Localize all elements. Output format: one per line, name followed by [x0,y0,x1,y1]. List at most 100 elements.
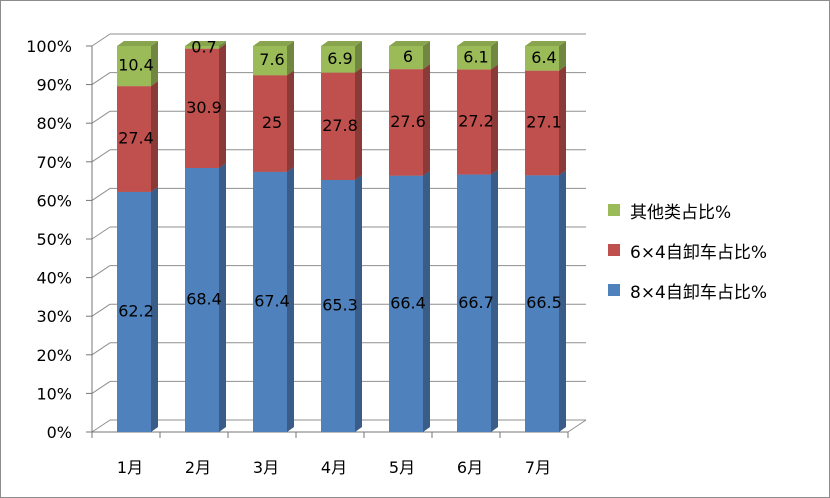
data-label: 66.5 [526,293,562,312]
bar-side [491,169,498,432]
y-gridline-depth [91,303,111,317]
y-tick-label: 40% [36,269,72,288]
bar-side [491,64,498,175]
floor-depth-line [567,419,587,433]
data-label: 27.8 [322,116,358,135]
bar-side [287,70,294,172]
bar-side [559,170,566,432]
bar-side [423,170,430,433]
y-gridline-depth [91,33,111,47]
bar-side [423,64,430,176]
data-label: 6.9 [327,49,352,68]
bar-segment [253,171,287,432]
bar-top [321,41,362,46]
y-tick-label: 0% [47,423,72,442]
data-label: 10.4 [118,56,154,75]
bar-segment [457,174,491,432]
bar-segment [389,175,423,433]
x-tick-label: 1月 [117,458,143,477]
bar-segment [117,46,151,87]
y-tick-label: 50% [36,230,72,249]
legend: 其他类占比% 6×4自卸车占比% 8×4自卸车占比% [608,190,818,310]
bar-top [389,41,430,46]
y-tick-label: 100% [26,37,72,56]
bar-side [355,41,362,73]
data-label: 67.4 [254,291,290,310]
bar-side [151,186,158,432]
bar-top [525,41,566,46]
legend-swatch-8x4 [608,284,620,296]
bar-segment [117,191,151,432]
y-tick-label: 20% [36,346,72,365]
bar-side [219,41,226,49]
bar-side [219,162,226,432]
bars-layer [117,41,566,433]
legend-item-6x4: 6×4自卸车占比% [608,230,818,270]
bar-side [151,81,158,192]
legend-label-6x4: 6×4自卸车占比% [630,242,768,263]
bar-segment [525,70,559,176]
bar-top [457,41,498,46]
y-tick-label: 60% [36,191,72,210]
x-tick-label: 7月 [525,458,551,477]
data-label: 27.6 [390,112,426,131]
legend-swatch-other [608,204,620,216]
x-tick-label: 5月 [389,458,415,477]
bar-top [185,41,226,46]
bar-segment [525,46,559,71]
x-tick-label: 6月 [457,458,483,477]
y-gridline-depth [91,380,111,394]
y-gridline-depth [91,110,111,124]
y-gridline-depth [91,149,111,163]
bar-side [559,65,566,176]
y-gridline-depth [91,342,111,356]
bar-top [117,41,158,46]
data-label: 27.1 [526,113,562,132]
bar-segment [253,75,287,172]
bar-segment [457,46,491,70]
bar-segment [457,69,491,175]
legend-label-other: 其他类占比% [630,202,732,223]
bar-segment [389,46,423,70]
data-label: 65.3 [322,295,358,314]
x-tick-label: 2月 [185,458,211,477]
data-label: 66.4 [390,293,426,312]
x-tick-label: 4月 [321,458,347,477]
bar-segment [185,48,219,168]
y-tick-label: 30% [36,307,72,326]
bar-side [219,43,226,168]
bar-segment [185,167,219,432]
legend-swatch-6x4 [608,244,620,256]
y-gridline-depth [91,187,111,201]
bar-side [355,174,362,432]
y-tick-label: 90% [36,76,72,95]
y-gridline-depth [91,265,111,279]
data-label: 62.2 [118,301,154,320]
bar-segment [525,175,559,432]
x-tick-label: 3月 [253,458,279,477]
data-label: 30.9 [186,98,222,117]
bar-side [559,41,566,71]
data-label: 7.6 [259,50,284,69]
bar-side [287,41,294,76]
bar-segment [389,69,423,176]
y-tick-label: 70% [36,153,72,172]
legend-item-other: 其他类占比% [608,190,818,230]
bar-side [287,166,294,432]
labels-layer: 62.2 27.4 10.4 68.4 30.9 0.7 67.4 25 7.6 65.3 27.8… [118,38,562,321]
bar-side [491,41,498,70]
bar-top [253,41,294,46]
bar-side [423,41,430,70]
bar-segment [321,46,355,73]
y-tick-label: 80% [36,114,72,133]
bar-side [151,41,158,87]
bar-segment [253,46,287,76]
data-label: 0.7 [191,38,216,57]
data-label: 25 [262,113,282,132]
bar-segment [117,86,151,192]
data-label: 27.4 [118,129,154,148]
legend-item-8x4: 8×4自卸车占比% [608,270,818,310]
bar-segment [321,72,355,180]
y-gridline-depth [91,226,111,240]
